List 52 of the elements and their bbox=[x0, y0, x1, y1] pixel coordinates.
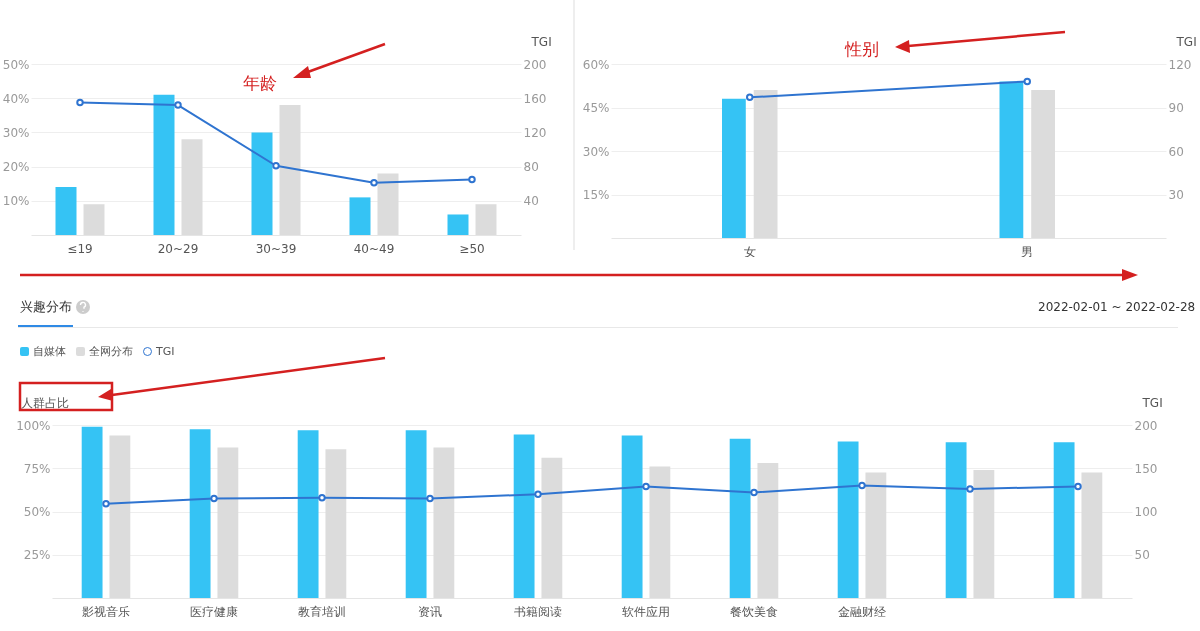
y-tick-label: 50% bbox=[23, 505, 51, 519]
x-tick-label: 软件应用 bbox=[622, 604, 670, 619]
y-tick-label: 30% bbox=[2, 125, 30, 140]
x-tick-label: 影视音乐 bbox=[82, 604, 130, 619]
x-tick-label: ≥50 bbox=[459, 241, 485, 256]
y-tick-label: 10% bbox=[2, 194, 30, 209]
y2-tick-label: 160 bbox=[523, 91, 547, 106]
y2-tick-label: 80 bbox=[523, 160, 539, 175]
y2-tick-label: 50 bbox=[1134, 548, 1150, 563]
y-tick-label: 15% bbox=[582, 188, 610, 202]
y-tick-label: 45% bbox=[582, 101, 610, 115]
x-tick-label: 书籍阅读 bbox=[514, 604, 562, 619]
y2-tick-label: 60 bbox=[1168, 144, 1184, 159]
x-tick-label: 30~39 bbox=[255, 241, 297, 256]
y2-tick-label: 40 bbox=[523, 194, 539, 209]
y-tick-label: 50% bbox=[2, 57, 30, 72]
y-tick-label: 40% bbox=[2, 91, 30, 106]
x-tick-label: 资讯 bbox=[418, 604, 442, 619]
y-tick-label: 75% bbox=[23, 461, 51, 476]
legend-label: TGI bbox=[156, 345, 175, 358]
x-tick-label: 餐饮美食 bbox=[730, 604, 778, 619]
y2-tick-label: 120 bbox=[523, 125, 547, 140]
y-tick-label: 25% bbox=[23, 548, 51, 563]
y2-tick-label: 100 bbox=[1134, 505, 1158, 519]
x-tick-label: 医疗健康 bbox=[190, 604, 238, 619]
y2-axis-title: TGI bbox=[1175, 34, 1197, 49]
y2-tick-label: 200 bbox=[1134, 418, 1158, 433]
text: 性别 bbox=[845, 38, 879, 61]
y2-axis-title: TGI bbox=[530, 34, 552, 49]
x-tick-label: 金融财经 bbox=[838, 604, 886, 619]
y-tick-label: 20% bbox=[2, 160, 30, 175]
y2-axis-title: TGI bbox=[1141, 395, 1163, 410]
x-tick-label: 女 bbox=[743, 244, 756, 259]
chart-title: 兴趣分布 bbox=[20, 298, 72, 316]
legend-label: 自媒体 bbox=[33, 344, 66, 359]
x-tick-label: 40~49 bbox=[353, 241, 395, 256]
x-tick-label: 男 bbox=[1021, 244, 1034, 259]
x-tick-label: 20~29 bbox=[157, 241, 199, 256]
text: 2022-02-01 ~ 2022-02-28 bbox=[1038, 300, 1196, 314]
y2-tick-label: 200 bbox=[523, 57, 547, 72]
y-tick-label: 100% bbox=[16, 418, 51, 433]
legend-label: 全网分布 bbox=[89, 344, 133, 359]
y-axis-title: 人群占比 bbox=[20, 395, 69, 410]
y2-tick-label: 90 bbox=[1168, 101, 1184, 115]
y2-tick-label: 150 bbox=[1134, 461, 1158, 476]
annotation: 年龄 bbox=[243, 72, 277, 95]
y-tick-label: 60% bbox=[582, 57, 610, 72]
y2-tick-label: 30 bbox=[1168, 188, 1184, 202]
y-tick-label: 30% bbox=[582, 144, 610, 159]
x-tick-label: 教育培训 bbox=[298, 604, 346, 619]
x-tick-label: ≤19 bbox=[67, 241, 93, 256]
y2-tick-label: 120 bbox=[1168, 57, 1192, 72]
